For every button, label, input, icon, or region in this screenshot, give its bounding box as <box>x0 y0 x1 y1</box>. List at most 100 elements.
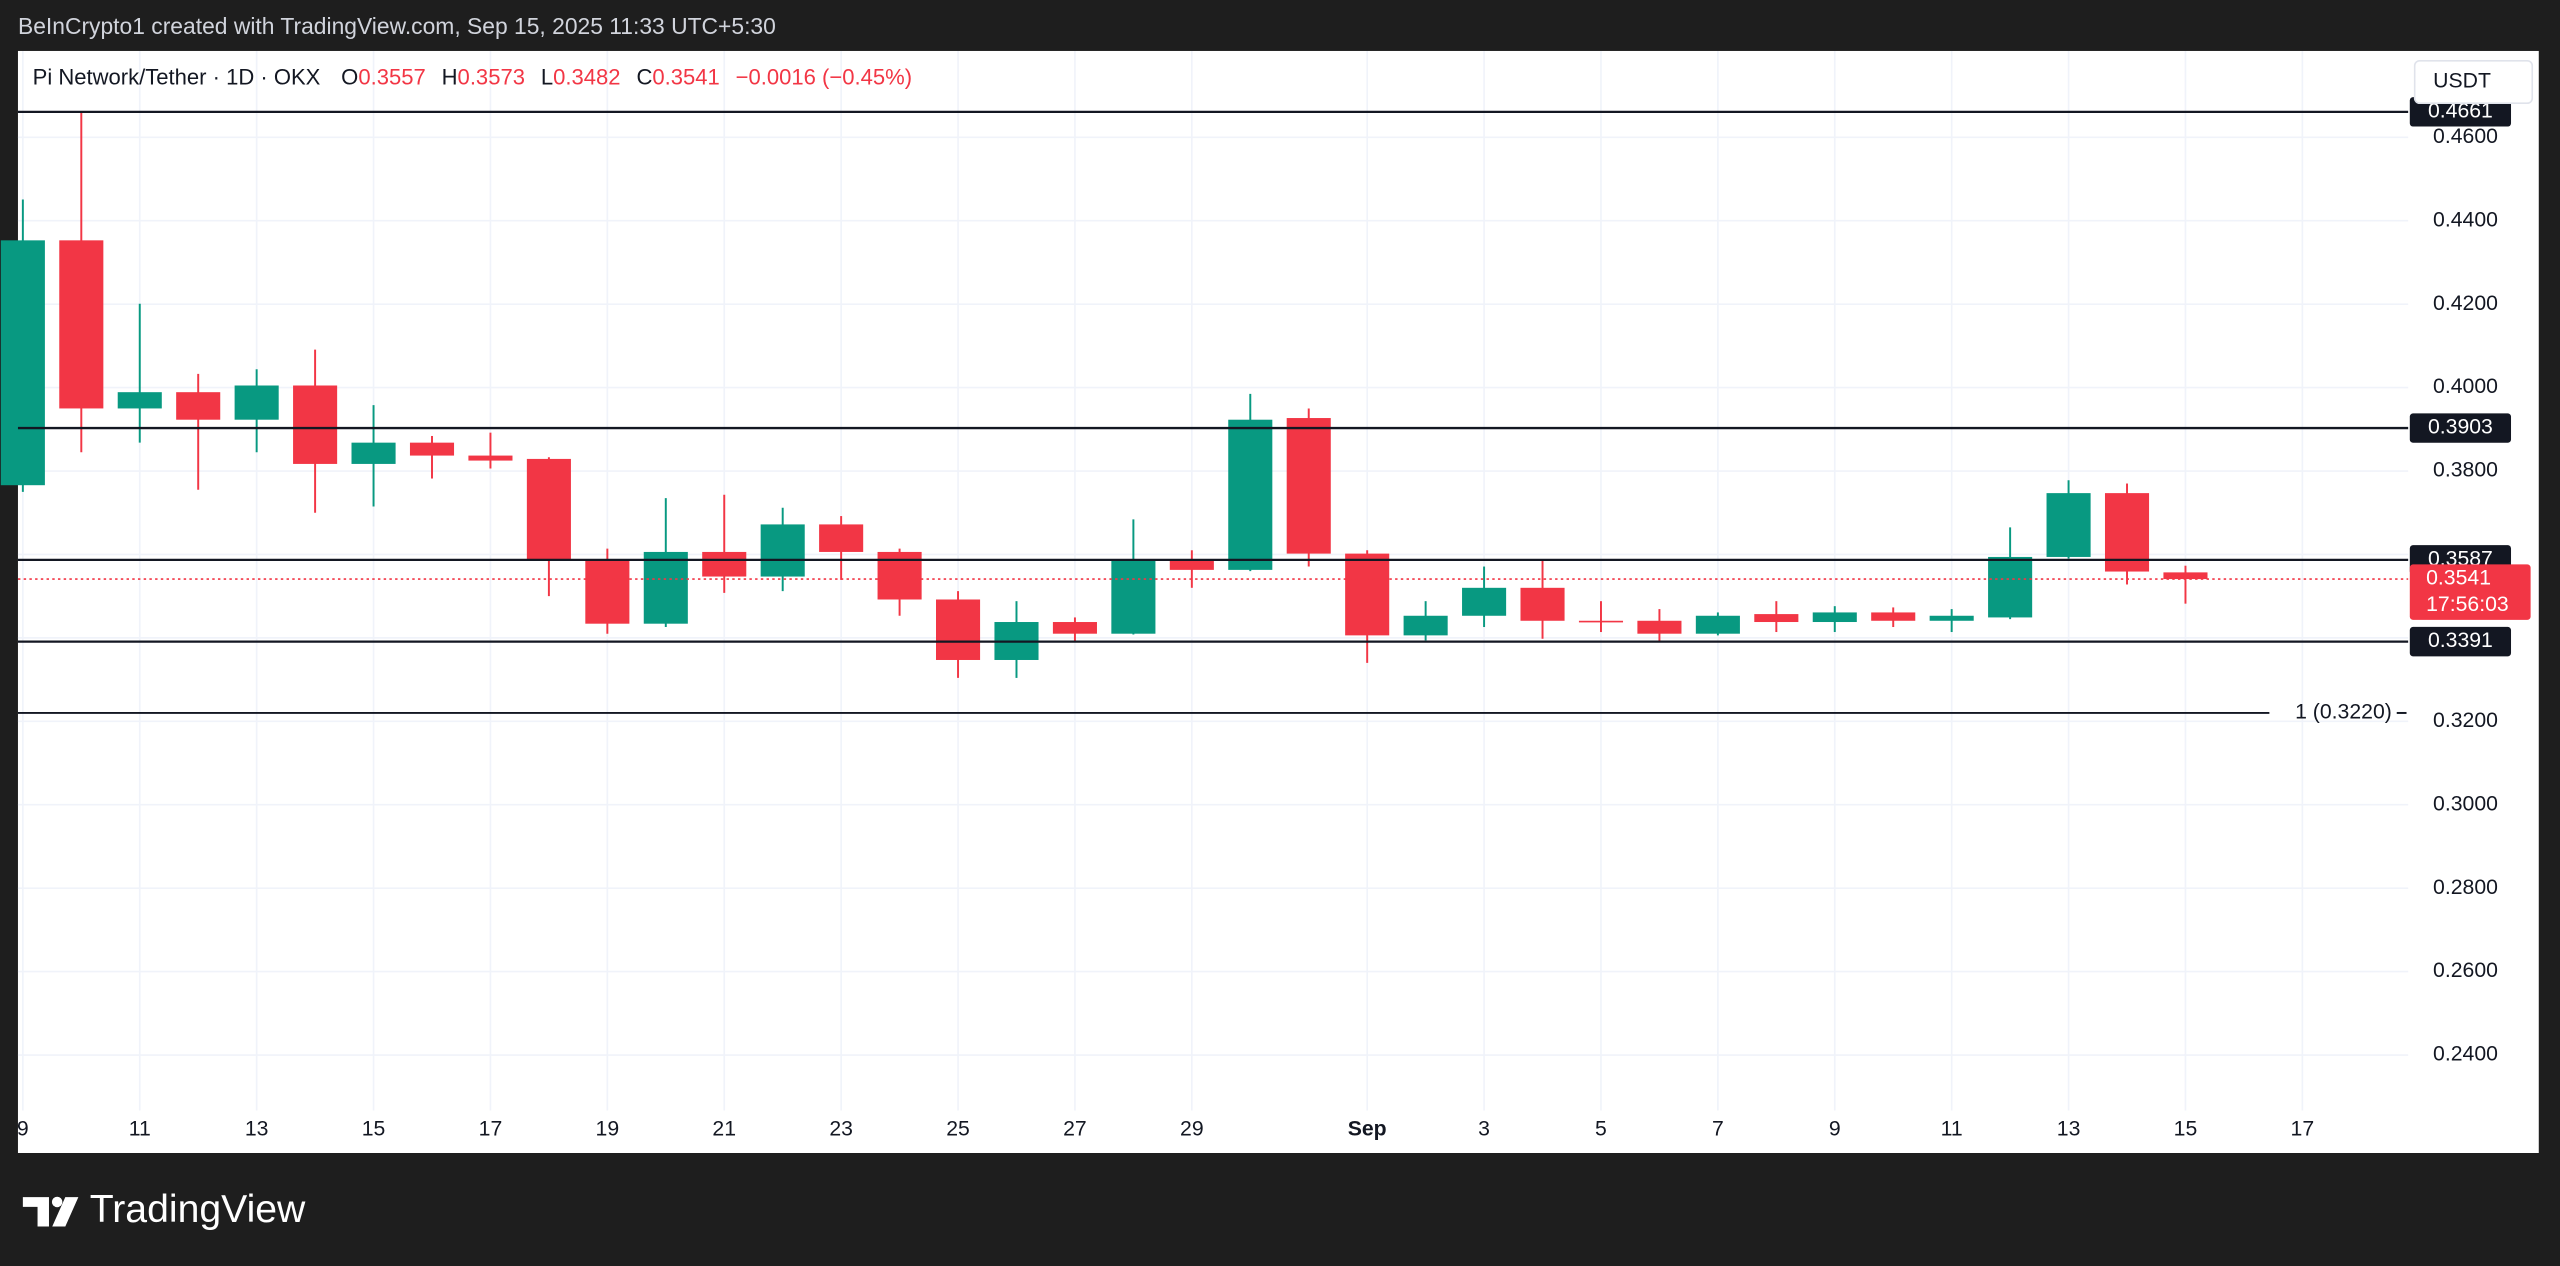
candle-body <box>1929 615 1974 621</box>
y-tick-label: 0.3200 <box>2433 709 2498 732</box>
ohlc-value: 0.3557 <box>358 65 425 90</box>
candle-body <box>1169 560 1214 570</box>
y-tick-label: 0.3800 <box>2433 459 2498 482</box>
logo-mark <box>52 1197 79 1227</box>
candle-body <box>936 599 981 660</box>
candle-body <box>1286 418 1331 554</box>
ohlc-value: 0.3482 <box>553 65 620 90</box>
candle-body <box>176 392 221 420</box>
candle-body <box>351 442 396 464</box>
y-tick-label: 0.2400 <box>2433 1043 2498 1066</box>
countdown: 17:56:03 <box>2426 593 2509 616</box>
x-tick-label: 11 <box>129 1118 151 1141</box>
candle-body <box>409 442 455 456</box>
x-tick-label: 19 <box>596 1118 620 1141</box>
fib-label: 1 (0.3220) <box>2295 701 2392 724</box>
logo-mark <box>22 1197 49 1227</box>
candle-body <box>1812 612 1857 623</box>
level-label: 0.3391 <box>2428 629 2493 652</box>
x-tick-label: 13 <box>2057 1118 2081 1141</box>
x-tick-label: 15 <box>2174 1118 2198 1141</box>
candle-body <box>468 455 513 461</box>
y-tick-label: 0.3000 <box>2433 792 2498 815</box>
x-tick-label: 21 <box>712 1118 736 1141</box>
y-tick-label: 0.2800 <box>2433 876 2498 899</box>
candle-body <box>1228 419 1273 570</box>
x-tick-label: 17 <box>479 1118 503 1141</box>
level-label: 0.3903 <box>2428 416 2493 439</box>
y-tick-label: 0.4000 <box>2433 375 2498 398</box>
ohlc-key: L <box>541 65 553 90</box>
candle-body <box>1403 615 1448 636</box>
x-tick-label: 5 <box>1595 1118 1607 1141</box>
candle-body <box>293 385 338 464</box>
change: −0.0016 (−0.45%) <box>736 65 912 90</box>
x-tick-label: 7 <box>1712 1118 1724 1141</box>
x-tick-label: 27 <box>1063 1118 1087 1141</box>
candle-body <box>1754 614 1799 623</box>
grid <box>17 50 2409 1111</box>
y-tick-label: 0.4400 <box>2433 208 2498 231</box>
candle-body <box>2104 493 2150 572</box>
tradingview-logo: TradingView <box>22 1188 306 1231</box>
current-price-label: 0.3541 <box>2426 567 2491 590</box>
logo-mark <box>51 1196 63 1208</box>
level-badge <box>2409 626 2512 657</box>
x-tick-label: 23 <box>829 1118 853 1141</box>
plot <box>0 111 2208 678</box>
candle-body <box>59 240 104 409</box>
x-tick-label: 11 <box>1941 1118 1963 1141</box>
current-price-badge <box>2409 564 2531 620</box>
y-tick-label: 0.2600 <box>2433 959 2498 982</box>
candle-body <box>702 551 747 577</box>
overlay: 0.24000.26000.28000.30000.32000.34000.36… <box>17 97 2531 1141</box>
ohlc-key: H <box>442 65 458 90</box>
candle-body <box>1462 587 1507 616</box>
candle-body <box>526 458 571 561</box>
x-tick-label: Sep <box>1348 1118 1387 1141</box>
x-tick-label: 15 <box>362 1118 386 1141</box>
y-tick-label: 0.4200 <box>2433 292 2498 315</box>
candle-body <box>0 240 45 486</box>
x-tick-label: 3 <box>1478 1118 1490 1141</box>
ohlc-value: 0.3541 <box>652 65 719 90</box>
candle-body <box>234 385 279 420</box>
ohlc-key: O <box>341 65 358 90</box>
y-tick-label: 0.4600 <box>2433 125 2498 148</box>
legend-text: Pi Network/Tether · 1D · OKX O0.3557 H0.… <box>33 65 912 90</box>
candle-body <box>2046 493 2091 557</box>
candle-body <box>1520 587 1565 621</box>
candle-body <box>1988 556 2033 618</box>
currency-button[interactable] <box>2413 59 2534 105</box>
x-tick-label: 17 <box>2291 1118 2315 1141</box>
candle-body <box>819 524 864 552</box>
x-tick-label: 13 <box>245 1118 269 1141</box>
header-text: BeInCrypto1 created with TradingView.com… <box>18 13 776 39</box>
candle-body <box>117 392 162 409</box>
x-tick-label: 29 <box>1180 1118 1204 1141</box>
candle-body <box>1111 560 1156 634</box>
ohlc-value: 0.3573 <box>458 65 525 90</box>
x-tick-label: 9 <box>17 1118 29 1141</box>
level-badge <box>2409 97 2512 127</box>
candle-body <box>1871 612 1916 621</box>
candle-body <box>1578 620 1624 623</box>
candle-body <box>585 560 630 624</box>
chart-area <box>17 50 2539 1153</box>
candle-body <box>1345 553 1390 636</box>
brand: TradingView <box>90 1188 306 1231</box>
candle-body <box>1052 622 1097 634</box>
level-label: 0.4661 <box>2428 99 2493 122</box>
candle-body <box>760 524 805 577</box>
candle-body <box>2163 572 2208 580</box>
candle-body <box>1695 615 1740 634</box>
candle-body <box>1637 620 1682 634</box>
symbol-title: Pi Network/Tether · 1D · OKX <box>33 65 321 90</box>
currency-label[interactable]: USDT <box>2433 70 2491 93</box>
legend: Pi Network/Tether · 1D · OKX O0.3557 H0.… <box>33 65 912 90</box>
x-tick-label: 9 <box>1829 1118 1841 1141</box>
level-badge <box>2409 413 2512 443</box>
x-tick-label: 25 <box>946 1118 970 1141</box>
